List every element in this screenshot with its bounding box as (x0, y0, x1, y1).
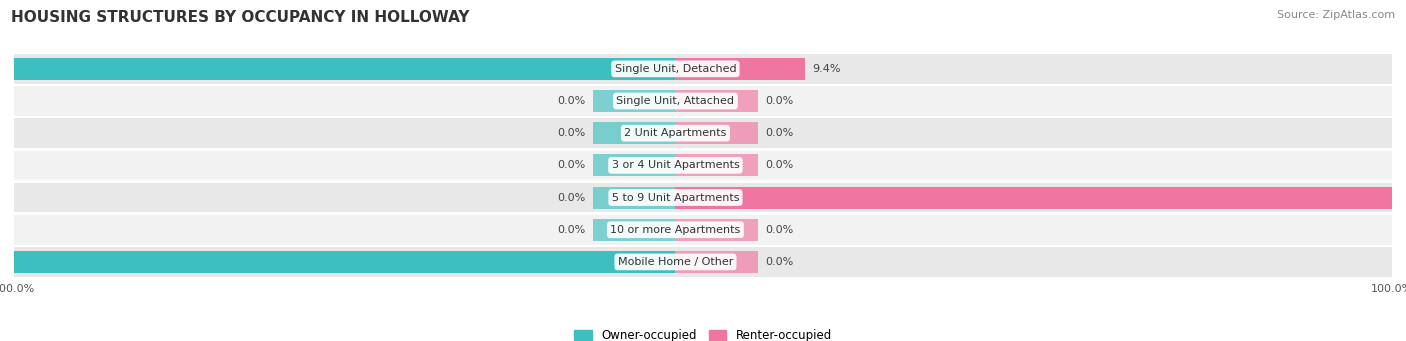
Bar (675, 219, 758, 241)
Bar (14, 54, 1392, 84)
Text: 0.0%: 0.0% (558, 225, 586, 235)
Text: 0.0%: 0.0% (765, 96, 793, 106)
Text: 3 or 4 Unit Apartments: 3 or 4 Unit Apartments (612, 160, 740, 170)
Bar (14, 183, 1392, 212)
Legend: Owner-occupied, Renter-occupied: Owner-occupied, Renter-occupied (569, 324, 837, 341)
Text: 10 or more Apartments: 10 or more Apartments (610, 225, 741, 235)
Bar (0, 58, 675, 80)
Bar (675, 187, 1406, 208)
Text: 0.0%: 0.0% (558, 96, 586, 106)
Text: 0.0%: 0.0% (765, 257, 793, 267)
Bar (675, 90, 758, 112)
Text: Single Unit, Attached: Single Unit, Attached (616, 96, 734, 106)
Text: Source: ZipAtlas.com: Source: ZipAtlas.com (1277, 10, 1395, 20)
Bar (675, 154, 758, 176)
Bar (593, 219, 675, 241)
Text: 0.0%: 0.0% (558, 128, 586, 138)
Bar (675, 58, 806, 80)
Text: 0.0%: 0.0% (765, 225, 793, 235)
Bar (0, 251, 675, 273)
Text: 0.0%: 0.0% (765, 160, 793, 170)
Bar (14, 215, 1392, 244)
Bar (14, 118, 1392, 148)
Bar (593, 154, 675, 176)
Text: 5 to 9 Unit Apartments: 5 to 9 Unit Apartments (612, 193, 740, 203)
Bar (593, 90, 675, 112)
Bar (14, 86, 1392, 116)
Text: 0.0%: 0.0% (558, 193, 586, 203)
Text: Single Unit, Detached: Single Unit, Detached (614, 64, 737, 74)
Bar (675, 251, 758, 273)
Text: 0.0%: 0.0% (765, 128, 793, 138)
Bar (14, 151, 1392, 180)
Text: Mobile Home / Other: Mobile Home / Other (617, 257, 733, 267)
Text: HOUSING STRUCTURES BY OCCUPANCY IN HOLLOWAY: HOUSING STRUCTURES BY OCCUPANCY IN HOLLO… (11, 10, 470, 25)
Bar (14, 247, 1392, 277)
Bar (593, 187, 675, 208)
Text: 2 Unit Apartments: 2 Unit Apartments (624, 128, 727, 138)
Bar (593, 122, 675, 144)
Text: 9.4%: 9.4% (811, 64, 841, 74)
Text: 0.0%: 0.0% (558, 160, 586, 170)
Bar (675, 122, 758, 144)
